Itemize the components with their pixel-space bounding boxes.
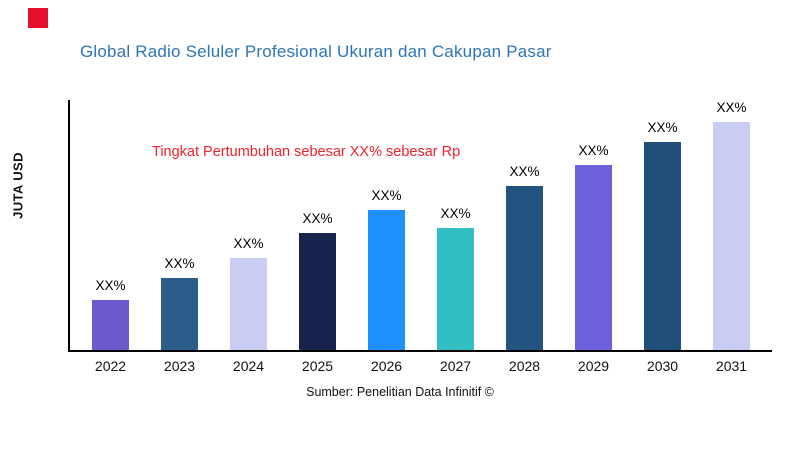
bar-column-2023: XX%: [161, 100, 198, 350]
bar-2030: [644, 142, 681, 350]
bar-2029: [575, 165, 612, 350]
x-tick-label-2024: 2024: [232, 358, 265, 374]
bar-column-2031: XX%: [713, 100, 750, 350]
bar-value-label: XX%: [371, 188, 402, 203]
x-tick-label-2023: 2023: [163, 358, 196, 374]
bar-column-2029: XX%: [575, 100, 612, 350]
x-tick-label-2028: 2028: [508, 358, 541, 374]
bar-value-label: XX%: [647, 120, 678, 135]
bar-2028: [506, 186, 543, 350]
bar-column-2027: XX%: [437, 100, 474, 350]
bar-2027: [437, 228, 474, 350]
bars-container: XX% XX% XX% XX% XX% XX% XX% XX% XX% XX%: [70, 100, 772, 350]
x-tick-label-2026: 2026: [370, 358, 403, 374]
bar-value-label: XX%: [716, 100, 747, 115]
bar-column-2024: XX%: [230, 100, 267, 350]
x-tick-label-2022: 2022: [94, 358, 127, 374]
x-tick-label-2030: 2030: [646, 358, 679, 374]
bar-value-label: XX%: [509, 164, 540, 179]
chart-title: Global Radio Seluler Profesional Ukuran …: [80, 42, 552, 61]
x-tick-label-2027: 2027: [439, 358, 472, 374]
bar-column-2030: XX%: [644, 100, 681, 350]
bar-2031: [713, 122, 750, 350]
bar-value-label: XX%: [578, 143, 609, 158]
bar-2026: [368, 210, 405, 350]
x-tick-label-2029: 2029: [577, 358, 610, 374]
bar-2023: [161, 278, 198, 350]
x-tick-label-2031: 2031: [715, 358, 748, 374]
bar-column-2028: XX%: [506, 100, 543, 350]
growth-annotation: Tingkat Pertumbuhan sebesar XX% sebesar …: [152, 144, 461, 160]
plot-area: Tingkat Pertumbuhan sebesar XX% sebesar …: [68, 100, 772, 374]
source-caption: Sumber: Penelitian Data Infinitif ©: [306, 385, 494, 399]
bar-value-label: XX%: [302, 211, 333, 226]
bar-value-label: XX%: [440, 206, 471, 221]
y-axis-label: JUTA USD: [10, 152, 26, 219]
x-tick-label-2025: 2025: [301, 358, 334, 374]
bar-value-label: XX%: [164, 256, 195, 271]
bar-value-label: XX%: [233, 236, 264, 251]
bar-value-label: XX%: [95, 278, 126, 293]
x-axis-tick-labels: 2022 2023 2024 2025 2026 2027 2028 2029 2030 2031: [70, 350, 772, 374]
bar-2024: [230, 258, 267, 350]
bar-2022: [92, 300, 129, 350]
bar-column-2022: XX%: [92, 100, 129, 350]
bar-column-2025: XX%: [299, 100, 336, 350]
bar-column-2026: XX%: [368, 100, 405, 350]
logo-mark: [28, 8, 48, 28]
bar-2025: [299, 233, 336, 350]
